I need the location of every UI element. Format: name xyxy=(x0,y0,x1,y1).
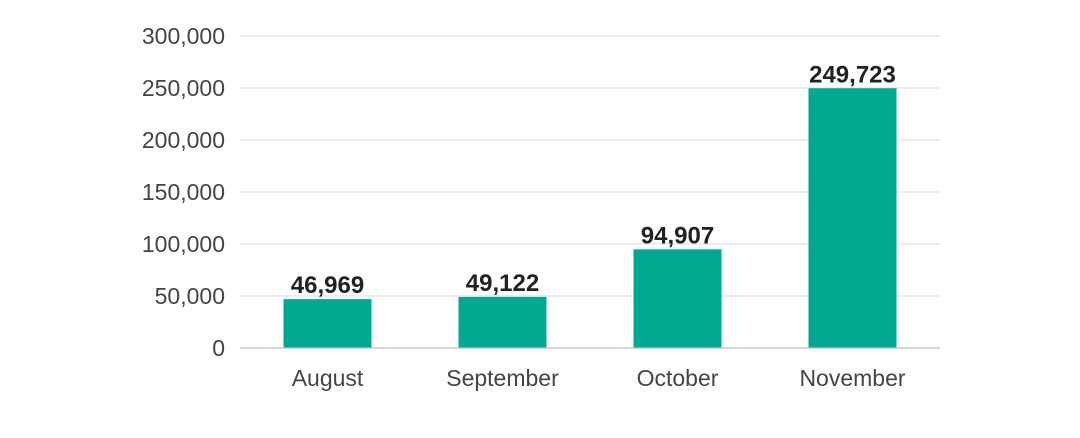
bar-value-label: 94,907 xyxy=(641,222,714,249)
x-tick-label: August xyxy=(292,365,364,391)
y-tick-label: 100,000 xyxy=(142,231,225,257)
bar xyxy=(633,249,722,348)
y-tick-label: 150,000 xyxy=(142,179,225,205)
bars xyxy=(283,88,897,348)
bar-value-labels: 46,969 49,122 94,907 249,723 xyxy=(291,61,896,299)
y-tick-label: 250,000 xyxy=(142,75,225,101)
y-axis-tick-labels: 0 50,000 100,000 150,000 200,000 250,000 300,0… xyxy=(142,23,225,361)
x-axis-tick-labels: August September October November xyxy=(292,365,906,391)
bar xyxy=(458,296,547,348)
bar-value-label: 46,969 xyxy=(291,272,364,299)
bar xyxy=(283,299,372,348)
bar-value-label: 249,723 xyxy=(809,61,896,88)
y-tick-label: 50,000 xyxy=(155,283,225,309)
y-tick-label: 300,000 xyxy=(142,23,225,49)
y-tick-label: 0 xyxy=(212,335,225,361)
y-tick-label: 200,000 xyxy=(142,127,225,153)
x-tick-label: November xyxy=(799,365,905,391)
bar xyxy=(808,88,897,348)
bar-value-label: 49,122 xyxy=(466,270,539,297)
x-tick-label: October xyxy=(637,365,719,391)
x-tick-label: September xyxy=(446,365,559,391)
